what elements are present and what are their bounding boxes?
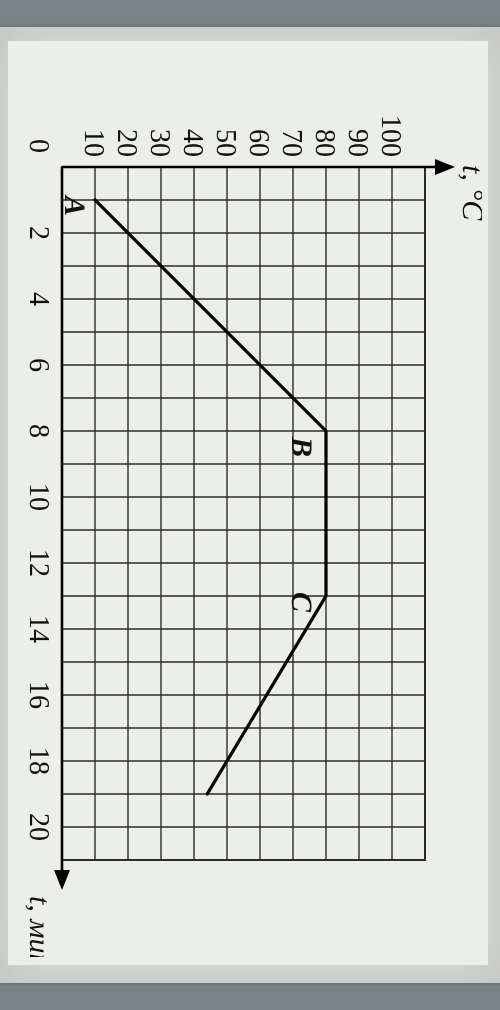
point-label-c: C <box>285 592 318 613</box>
y-tick-label: 60 <box>243 129 274 157</box>
origin-label: 0 <box>23 139 54 153</box>
y-tick-label: 90 <box>342 129 373 157</box>
y-tick-label: 40 <box>177 129 208 157</box>
x-tick-label: 20 <box>23 813 54 841</box>
y-axis-label: t, °C <box>456 165 482 221</box>
line-chart: 10203040506070809010024681012141618200t,… <box>14 47 482 957</box>
y-tick-label: 20 <box>111 129 142 157</box>
x-tick-label: 2 <box>23 226 54 240</box>
x-axis-label: t, мин <box>23 896 56 957</box>
rotated-scan-frame: 10203040506070809010024681012141618200t,… <box>0 27 500 983</box>
x-tick-label: 8 <box>23 424 54 438</box>
y-tick-label: 80 <box>309 129 340 157</box>
x-tick-label: 14 <box>23 615 54 643</box>
y-tick-label: 10 <box>78 129 109 157</box>
point-label-a: A <box>58 194 91 216</box>
y-tick-label: 30 <box>144 129 175 157</box>
chart-paper: 10203040506070809010024681012141618200t,… <box>8 41 488 965</box>
y-tick-label: 100 <box>375 115 406 157</box>
y-tick-label: 70 <box>276 129 307 157</box>
x-tick-label: 4 <box>23 292 54 306</box>
chart-background <box>14 47 482 957</box>
point-label-b: B <box>285 436 318 457</box>
y-tick-label: 50 <box>210 129 241 157</box>
x-tick-label: 18 <box>23 747 54 775</box>
x-tick-label: 16 <box>23 681 54 709</box>
x-tick-label: 12 <box>23 549 54 577</box>
x-tick-label: 6 <box>23 358 54 372</box>
x-tick-label: 10 <box>23 483 54 511</box>
